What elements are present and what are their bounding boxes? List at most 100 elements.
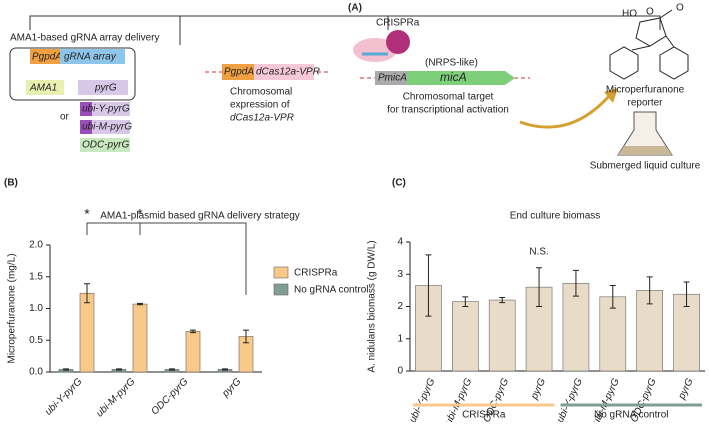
alt-label: ubi-Y-pyrG xyxy=(82,104,130,115)
y-tick-label: 0.0 xyxy=(29,367,43,378)
y-tick-label: 1.5 xyxy=(29,271,43,282)
y-tick-label: 2.0 xyxy=(29,240,43,251)
culture-label: Submerged liquid culture xyxy=(590,161,701,172)
ama1-label: AMA1 xyxy=(29,83,57,94)
ama1-box xyxy=(26,80,64,95)
bar xyxy=(452,301,479,372)
chrom-text: Chromosomal xyxy=(230,87,292,98)
x-tick-label: pyrG xyxy=(220,376,244,400)
target-text: for transcriptional activation xyxy=(387,105,509,116)
bar xyxy=(525,286,553,372)
crispra-label: CRISPRa xyxy=(376,18,420,29)
grna-box xyxy=(60,49,125,64)
x-tick-label: ubi-Y-pyrG xyxy=(555,377,585,422)
legend-swatch xyxy=(273,266,289,279)
structure xyxy=(609,9,689,80)
x-tick-label: ODC-pyrG xyxy=(149,376,190,417)
error-bar xyxy=(425,254,432,317)
error-bar xyxy=(572,269,579,297)
alt-box xyxy=(80,138,130,152)
nrps-label: (NRPS-like) xyxy=(425,58,478,69)
target-text: Chromosomal target xyxy=(403,92,494,103)
error-bar xyxy=(190,329,196,334)
error-bar xyxy=(116,368,122,371)
y-tick-label: 0.5 xyxy=(29,335,43,346)
chart-title: AMA1-plasmid based gRNA delivery strateg… xyxy=(100,211,300,222)
gene-label: micA xyxy=(440,70,467,84)
x-tick-label: pyrG xyxy=(676,377,696,402)
x-tick-label: ubi-Y-pyrG xyxy=(407,377,437,422)
error-bar xyxy=(499,296,506,304)
promoter-label: PmicA xyxy=(378,73,407,84)
atom: HO xyxy=(622,9,637,20)
alt-box xyxy=(80,102,130,116)
error-bar xyxy=(63,368,69,371)
dcas-protein xyxy=(353,38,397,62)
error-bar xyxy=(84,283,90,304)
y-axis-label: A. nidulans biomass (g DW/L) xyxy=(367,240,378,372)
promoter-box xyxy=(375,71,407,85)
group-label: No gRNA control xyxy=(594,410,668,421)
dcas-box xyxy=(254,64,314,80)
y-tick-label: 0 xyxy=(397,366,403,377)
y-tick-label: 1.0 xyxy=(29,303,43,314)
bar xyxy=(132,303,148,373)
culture xyxy=(618,146,672,155)
atom: O xyxy=(676,3,684,14)
gene-arrow xyxy=(407,71,515,85)
y-axis-label: Microperfuranone (mg/L) xyxy=(7,253,18,363)
legend-swatch xyxy=(273,283,289,296)
error-bar xyxy=(243,329,249,344)
error-bar xyxy=(222,368,228,371)
chart-title: End culture biomass xyxy=(510,211,601,222)
reporter-text: Microperfuranone xyxy=(606,85,685,96)
y-tick-label: 2 xyxy=(397,301,403,312)
plasmid-title: AMA1-based gRNA array delivery xyxy=(10,33,160,44)
alt-tag xyxy=(80,102,92,116)
error-bar xyxy=(683,281,690,307)
panel-label: (C) xyxy=(392,178,406,189)
x-tick-label: ubi-M-pyrG xyxy=(94,376,137,419)
error-bar xyxy=(536,267,543,307)
vpr xyxy=(386,30,410,54)
promoter-label: PgpdA xyxy=(32,52,62,63)
bar xyxy=(79,292,95,373)
error-bar xyxy=(462,296,469,307)
arrowhead xyxy=(604,88,618,103)
alt-label: ODC-pyrG xyxy=(82,140,129,151)
chrom-text: expression of xyxy=(230,100,290,111)
bar xyxy=(185,331,201,373)
plasmid xyxy=(9,47,136,101)
promoter-box xyxy=(222,64,254,80)
group-label: CRISPRa xyxy=(462,410,506,421)
pyrg-box xyxy=(78,80,128,95)
annotation: * xyxy=(84,206,90,222)
arrow xyxy=(519,94,612,129)
annotation: * xyxy=(137,206,143,222)
panel-label: (A) xyxy=(348,3,362,14)
pyrg-label: pyrG xyxy=(94,83,117,94)
promoter-label: PgpdA xyxy=(224,67,254,78)
annotation: N.S. xyxy=(529,247,548,258)
or-label: or xyxy=(60,112,70,123)
bar xyxy=(599,296,627,372)
error-bar xyxy=(609,285,616,309)
dcas-label: dCas12a-VPR xyxy=(256,67,320,78)
bar xyxy=(562,282,590,372)
grna-label: gRNA array xyxy=(64,52,117,63)
legend-label: CRISPRa xyxy=(294,268,338,279)
bracket xyxy=(29,15,661,30)
alt-label: ubi-M-pyrG xyxy=(82,122,132,133)
chrom-text: dCas12a-VPR xyxy=(230,113,294,124)
promoter-box xyxy=(30,49,60,64)
x-tick-label: ubi-Y-pyrG xyxy=(43,376,85,418)
significance-bracket xyxy=(86,222,247,295)
alt-box xyxy=(80,120,130,134)
error-bar xyxy=(137,302,143,306)
y-tick-label: 1 xyxy=(397,333,403,344)
bar xyxy=(488,299,516,372)
reporter-text: reporter xyxy=(627,98,663,109)
y-tick-label: 4 xyxy=(397,237,403,248)
error-bar xyxy=(169,368,175,371)
